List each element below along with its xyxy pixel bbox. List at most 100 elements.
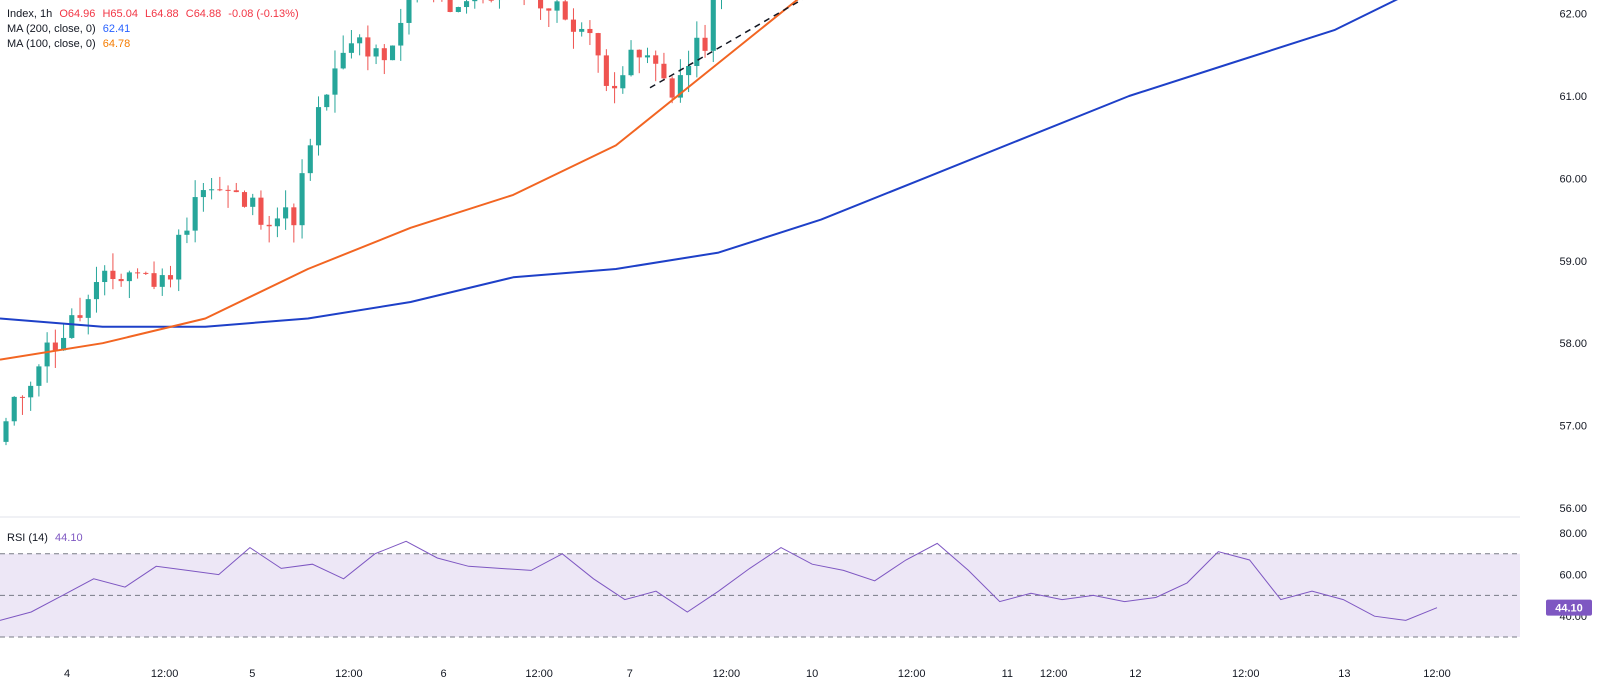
ma200-label[interactable]: MA (200, close, 0) bbox=[7, 23, 96, 35]
candle[interactable] bbox=[653, 55, 659, 64]
candle[interactable] bbox=[200, 190, 206, 198]
ma100-line[interactable] bbox=[0, 0, 1437, 361]
candle[interactable] bbox=[644, 55, 651, 58]
candle[interactable] bbox=[93, 282, 100, 300]
candle[interactable] bbox=[628, 49, 634, 76]
ma100-label[interactable]: MA (100, close, 0) bbox=[7, 38, 96, 50]
candle[interactable] bbox=[447, 0, 453, 12]
candle[interactable] bbox=[209, 189, 215, 191]
time-tick-label: 12:00 bbox=[525, 668, 553, 680]
candle[interactable] bbox=[52, 342, 58, 351]
candle[interactable] bbox=[110, 270, 116, 280]
candle[interactable] bbox=[167, 275, 174, 280]
candle[interactable] bbox=[538, 0, 544, 9]
rsi-label[interactable]: RSI (14) bbox=[7, 532, 48, 544]
rsi-line[interactable] bbox=[0, 540, 1438, 621]
candle[interactable] bbox=[3, 421, 9, 442]
ma200-value: 62.41 bbox=[102, 23, 131, 35]
candle[interactable] bbox=[612, 85, 618, 89]
candle[interactable] bbox=[595, 33, 601, 56]
candle[interactable] bbox=[217, 189, 223, 191]
rsi-badge[interactable] bbox=[1546, 599, 1592, 616]
candle[interactable] bbox=[381, 48, 387, 61]
candle[interactable] bbox=[488, 0, 494, 1]
candle[interactable] bbox=[102, 270, 108, 283]
candle[interactable] bbox=[570, 19, 577, 32]
candle[interactable] bbox=[357, 37, 363, 44]
candle[interactable] bbox=[332, 68, 338, 95]
candle[interactable] bbox=[61, 337, 67, 351]
candle[interactable] bbox=[36, 366, 42, 386]
candle[interactable] bbox=[661, 63, 667, 79]
rsi-badge-label: 44.10 bbox=[1555, 603, 1583, 615]
candle[interactable] bbox=[126, 272, 132, 282]
candle[interactable] bbox=[636, 49, 642, 58]
candle[interactable] bbox=[176, 234, 182, 280]
candle[interactable] bbox=[135, 272, 141, 274]
candle[interactable] bbox=[373, 48, 379, 57]
candle[interactable] bbox=[77, 315, 83, 318]
rsi-pane bbox=[0, 540, 1520, 638]
candle[interactable] bbox=[389, 45, 396, 61]
trendline[interactable] bbox=[649, 0, 1460, 89]
candle[interactable] bbox=[324, 94, 330, 108]
ma200-line[interactable] bbox=[0, 0, 1437, 328]
price-tick-label: 56.00 bbox=[1559, 503, 1587, 515]
candle[interactable] bbox=[579, 28, 585, 32]
candle[interactable] bbox=[398, 22, 404, 46]
candle[interactable] bbox=[710, 0, 716, 51]
candle[interactable] bbox=[455, 7, 461, 12]
candle[interactable] bbox=[472, 0, 478, 2]
price-tick-label: 59.00 bbox=[1559, 256, 1587, 268]
candle[interactable] bbox=[241, 192, 248, 207]
candle[interactable] bbox=[233, 190, 239, 193]
candle[interactable] bbox=[365, 37, 371, 57]
time-tick-label: 6 bbox=[440, 668, 446, 680]
rsi-value: 44.10 bbox=[55, 532, 83, 544]
candle[interactable] bbox=[44, 342, 50, 367]
candle[interactable] bbox=[694, 37, 700, 67]
candle[interactable] bbox=[225, 189, 231, 191]
candle[interactable] bbox=[348, 43, 354, 53]
candle[interactable] bbox=[28, 385, 34, 398]
candle[interactable] bbox=[19, 396, 25, 398]
candle[interactable] bbox=[291, 207, 297, 226]
candle[interactable] bbox=[274, 218, 280, 227]
candle[interactable] bbox=[686, 66, 692, 76]
candle[interactable] bbox=[464, 1, 470, 8]
candle[interactable] bbox=[677, 75, 683, 98]
candle[interactable] bbox=[118, 279, 124, 282]
rsi-tick-label: 80.00 bbox=[1559, 528, 1587, 540]
candle[interactable] bbox=[159, 275, 165, 287]
time-tick-label: 5 bbox=[249, 668, 255, 680]
candle[interactable] bbox=[587, 28, 593, 34]
candle[interactable] bbox=[702, 37, 708, 51]
candle[interactable] bbox=[11, 396, 17, 422]
candle[interactable] bbox=[669, 78, 675, 98]
candle[interactable] bbox=[307, 145, 313, 174]
candle[interactable] bbox=[85, 299, 91, 318]
time-axis: 4 12:00 5 12:00 6 12:00 7 12:00 10 12:00 11 12:00 12… bbox=[64, 668, 1451, 680]
candle[interactable] bbox=[250, 197, 256, 207]
candle[interactable] bbox=[258, 197, 264, 225]
candle[interactable] bbox=[406, 0, 412, 23]
candle[interactable] bbox=[299, 173, 305, 226]
candle[interactable] bbox=[283, 207, 289, 219]
candle[interactable] bbox=[315, 107, 322, 146]
candle[interactable] bbox=[546, 8, 552, 11]
candle[interactable] bbox=[143, 272, 149, 274]
change-value: -0.08 (-0.13%) bbox=[228, 8, 299, 20]
candle[interactable] bbox=[192, 197, 198, 231]
candle[interactable] bbox=[184, 230, 190, 235]
candle[interactable] bbox=[340, 52, 346, 69]
candle[interactable] bbox=[266, 224, 272, 227]
candle[interactable] bbox=[603, 55, 609, 86]
candle[interactable] bbox=[554, 1, 560, 11]
candle[interactable] bbox=[620, 75, 626, 89]
candle[interactable] bbox=[151, 273, 157, 287]
candle[interactable] bbox=[69, 315, 75, 338]
symbol-label[interactable]: Index, 1h bbox=[7, 8, 53, 20]
candle[interactable] bbox=[562, 1, 568, 20]
rsi-tick-label: 60.00 bbox=[1559, 570, 1587, 582]
